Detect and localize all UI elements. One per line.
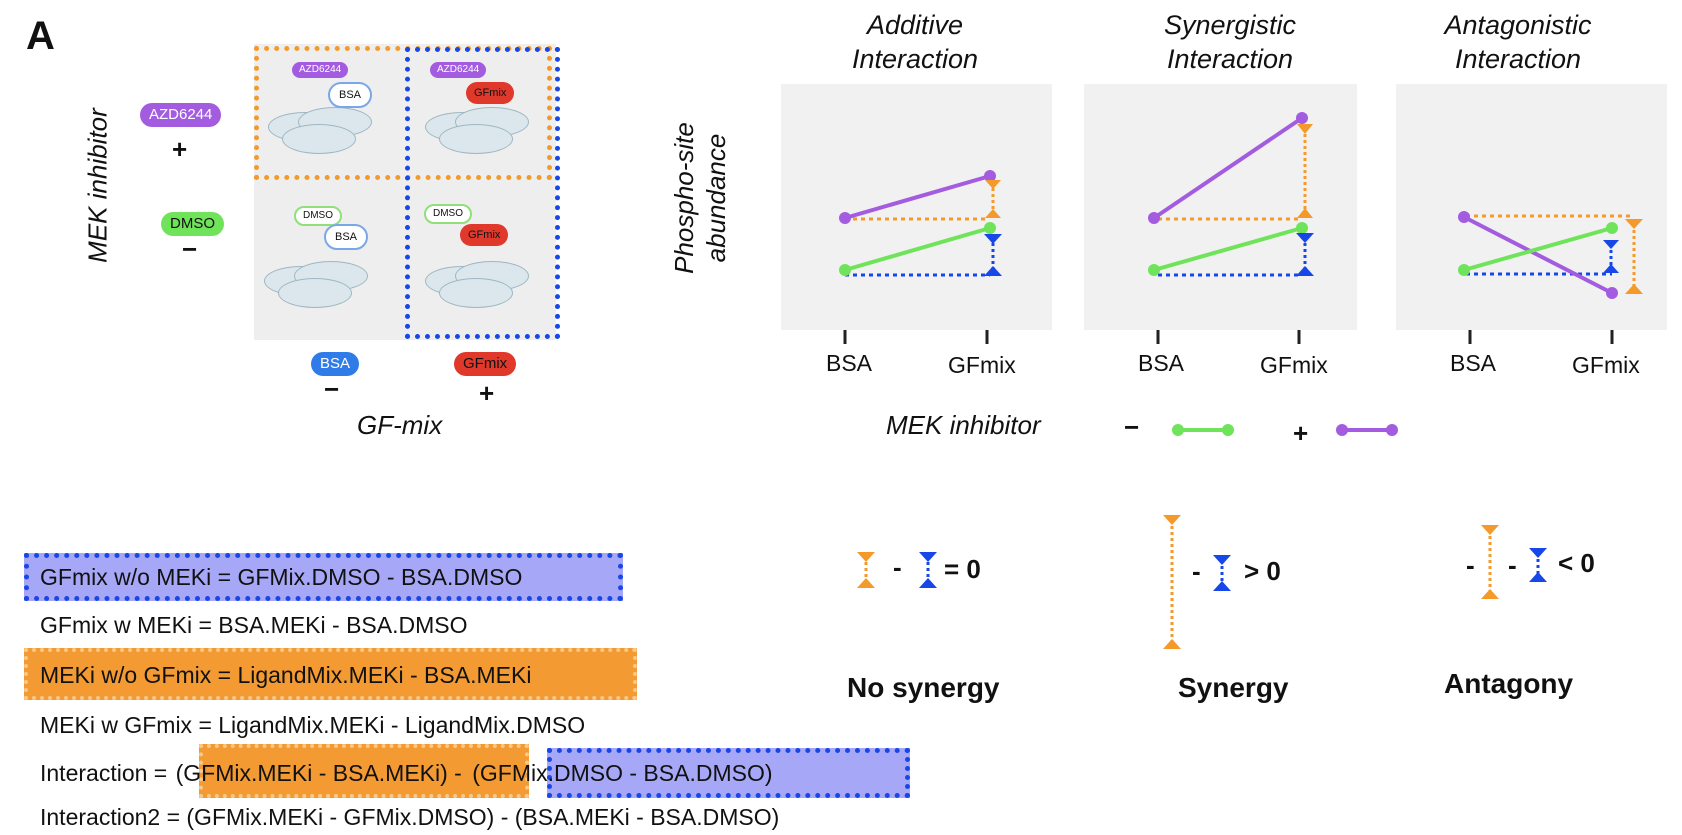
cell-tr-inhibitor-tag: AZD6244	[430, 62, 487, 78]
antagonistic-plot	[1458, 211, 1643, 344]
synergistic-green-line	[1153, 226, 1303, 272]
equation-1: GFmix w/o MEKi = GFMix.DMSO - BSA.DMSO	[40, 564, 523, 590]
synergy-orange-bracket	[1163, 515, 1181, 649]
antagonistic-green-point-gfmix	[1606, 222, 1618, 234]
additive-plot	[839, 170, 1002, 344]
synergy-label: Synergy	[1178, 672, 1289, 703]
equation-5-mid: -	[447, 760, 469, 786]
gf-mix-axis-label: GF-mix	[357, 410, 443, 440]
antagony-minus-1: -	[1466, 550, 1475, 580]
cell-br-inhibitor-tag: DMSO	[424, 204, 472, 224]
antagony-orange-bracket	[1481, 525, 1499, 599]
additive-plot-area	[781, 84, 1052, 330]
equation-2: GFmix w MEKi = BSA.MEKi - BSA.DMSO	[40, 612, 468, 638]
additive-green-point-bsa	[839, 264, 851, 276]
additive-green-point-gfmix	[984, 222, 996, 234]
additive-orange-bracket	[985, 180, 1001, 218]
equation-6: Interaction2 = (GFMix.MEKi - GFMix.DMSO)…	[40, 804, 780, 830]
synergistic-blue-bracket	[1296, 233, 1314, 276]
antagonistic-purple-point-gfmix	[1606, 287, 1618, 299]
interaction-part2-highlight	[547, 748, 910, 798]
additive-purple-point-bsa	[839, 212, 851, 224]
no-synergy-label: No synergy	[847, 672, 1000, 703]
antagonistic-orange-bracket	[1625, 219, 1643, 294]
cell-br-ligand-tag: GFmix	[460, 224, 509, 246]
antagonistic-purple-point-bsa	[1458, 211, 1470, 223]
additive-tick-label-bsa: BSA	[826, 350, 873, 376]
plus-sign-row: +	[172, 134, 188, 164]
minus-sign-row: −	[182, 234, 198, 264]
synergy-blue-bracket	[1213, 555, 1231, 591]
minus-sign-col: −	[324, 374, 340, 404]
equation-1-highlight	[24, 553, 623, 601]
antagonistic-purple-line	[1463, 215, 1613, 295]
synergistic-green-point-gfmix	[1296, 222, 1308, 234]
antagony-expression: < 0	[1558, 548, 1595, 578]
additive-purple-point-gfmix	[984, 170, 996, 182]
interaction-part1-highlight	[199, 744, 529, 798]
antagony-minus-2: -	[1508, 550, 1517, 580]
additive-tick-label-gfmix: GFmix	[948, 352, 1016, 378]
mek-inhibitor-row-highlight	[254, 46, 552, 180]
antagonistic-title: Antagonistic Interaction	[1444, 10, 1592, 74]
additive-purple-line	[844, 174, 991, 220]
legend-mek-inhibitor-label: MEK inhibitor	[886, 410, 1041, 440]
equation-5-part1: (GFMix.MEKi - BSA.MEKi)	[175, 760, 448, 786]
equation-5-part2: (GFMix.DMSO - BSA.DMSO)	[472, 760, 773, 786]
additive-title: Additive Interaction	[851, 10, 979, 74]
antagonistic-green-point-bsa	[1458, 264, 1470, 276]
equation-4: MEKi w GFmix = LigandMix.MEKi - LigandMi…	[40, 712, 586, 738]
azd6244-pill: AZD6244	[140, 103, 222, 127]
antagonistic-plot-area	[1396, 84, 1667, 330]
legend-minus-line	[1172, 424, 1234, 436]
antagony-label: Antagony	[1444, 668, 1574, 699]
antagonistic-tick-label-gfmix: GFmix	[1572, 352, 1640, 378]
antagonistic-blue-bracket	[1603, 240, 1619, 273]
additive-green-line	[844, 226, 991, 272]
antagonistic-tick-label-bsa: BSA	[1450, 350, 1497, 376]
no-synergy-minus: -	[893, 552, 902, 582]
equation-5: Interaction = (GFMix.MEKi - BSA.MEKi) - …	[40, 760, 773, 787]
antagonistic-green-line	[1463, 226, 1613, 272]
panel-letter: A	[26, 14, 55, 58]
synergistic-green-point-bsa	[1148, 264, 1160, 276]
dmso-pill: DMSO	[161, 212, 224, 236]
cell-tr-ligand-tag: GFmix	[466, 82, 515, 104]
no-synergy-expression: = 0	[944, 554, 981, 584]
synergy-minus: -	[1192, 556, 1201, 586]
synergistic-title: Synergistic Interaction	[1163, 10, 1297, 74]
cell-bl-ligand-tag: BSA	[324, 224, 369, 250]
synergistic-tick-label-gfmix: GFmix	[1260, 352, 1328, 378]
synergistic-plot	[1148, 112, 1314, 344]
plus-sign-col: +	[479, 378, 495, 408]
bsa-pill: BSA	[311, 352, 360, 376]
cell-tl-ligand-tag: BSA	[328, 82, 373, 108]
no-synergy-orange-bracket	[857, 552, 875, 588]
additive-blue-bracket	[984, 234, 1002, 276]
legend-minus-sign: −	[1124, 412, 1140, 442]
gfmix-column-highlight	[405, 47, 560, 339]
synergy-expression: > 0	[1244, 556, 1281, 586]
legend-plus-sign: +	[1293, 418, 1309, 448]
equation-5-prefix: Interaction =	[40, 760, 174, 786]
cell-bl-inhibitor-tag: DMSO	[294, 206, 342, 226]
gfmix-pill: GFmix	[454, 352, 517, 376]
cell-tl-inhibitor-tag: AZD6244	[292, 62, 349, 78]
synergistic-purple-point-bsa	[1148, 212, 1160, 224]
synergistic-purple-point-gfmix	[1296, 112, 1308, 124]
synergistic-tick-label-bsa: BSA	[1138, 350, 1185, 376]
legend-plus-line	[1336, 424, 1398, 436]
antagony-blue-bracket	[1529, 548, 1547, 582]
equation-3: MEKi w/o GFmix = LigandMix.MEKi - BSA.ME…	[40, 662, 532, 688]
no-synergy-blue-bracket	[919, 552, 937, 588]
synergistic-orange-bracket	[1297, 124, 1313, 218]
synergistic-purple-line	[1152, 116, 1304, 220]
equation-3-highlight	[24, 648, 637, 700]
